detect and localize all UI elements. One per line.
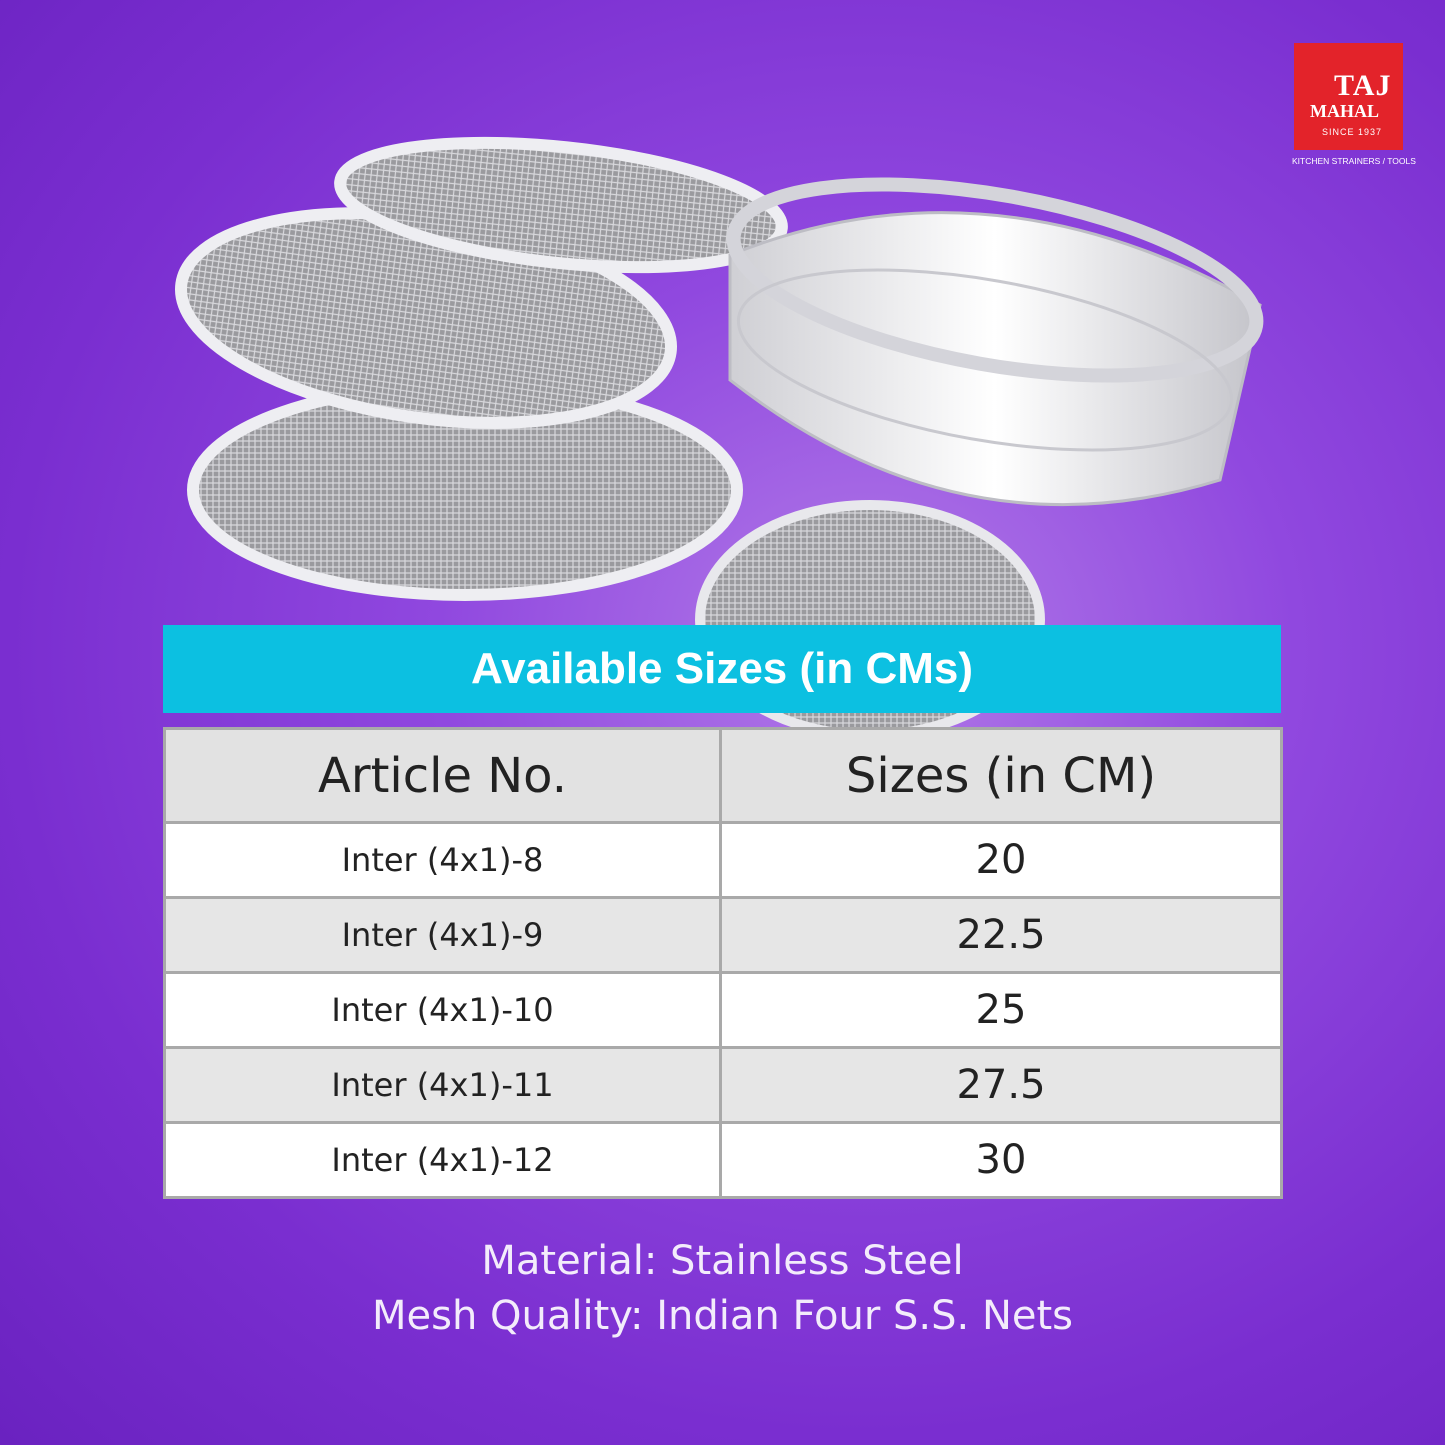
- article-cell: Inter (4x1)-8: [163, 821, 722, 899]
- material-text: Material: Stainless Steel: [481, 1238, 964, 1284]
- size-cell: 30: [719, 1121, 1283, 1199]
- size-cell: 22.5: [719, 896, 1283, 974]
- column-header: Article No.: [163, 727, 722, 824]
- sizes-table: Article No. Sizes (in CM) Inter (4x1)-8 20 I…: [163, 727, 1283, 1199]
- table-row: Inter (4x1)-10 25: [163, 971, 1283, 1049]
- size-cell: 25: [719, 971, 1283, 1049]
- column-header: Sizes (in CM): [719, 727, 1283, 824]
- table-row: Inter (4x1)-9 22.5: [163, 896, 1283, 974]
- article-cell: Inter (4x1)-11: [163, 1046, 722, 1124]
- article-cell: Inter (4x1)-12: [163, 1121, 722, 1199]
- article-cell: Inter (4x1)-9: [163, 896, 722, 974]
- table-row: Inter (4x1)-11 27.5: [163, 1046, 1283, 1124]
- logo-tagline: KITCHEN STRAINERS / TOOLS: [1292, 156, 1416, 166]
- table-row: Inter (4x1)-12 30: [163, 1121, 1283, 1199]
- article-cell: Inter (4x1)-10: [163, 971, 722, 1049]
- logo-since: SINCE 1937: [1322, 127, 1383, 137]
- table-row: Inter (4x1)-8 20: [163, 821, 1283, 899]
- brand-logo: TAJ MAHAL SINCE 1937: [1294, 43, 1403, 150]
- logo-text: TAJ: [1334, 69, 1392, 102]
- size-cell: 20: [719, 821, 1283, 899]
- mesh-text: Mesh Quality: Indian Four S.S. Nets: [371, 1293, 1073, 1339]
- header-row: Article No. Sizes (in CM): [163, 727, 1283, 824]
- banner-title: Available Sizes (in CMs): [163, 625, 1281, 713]
- size-cell: 27.5: [719, 1046, 1283, 1124]
- logo-text: MAHAL: [1310, 101, 1379, 121]
